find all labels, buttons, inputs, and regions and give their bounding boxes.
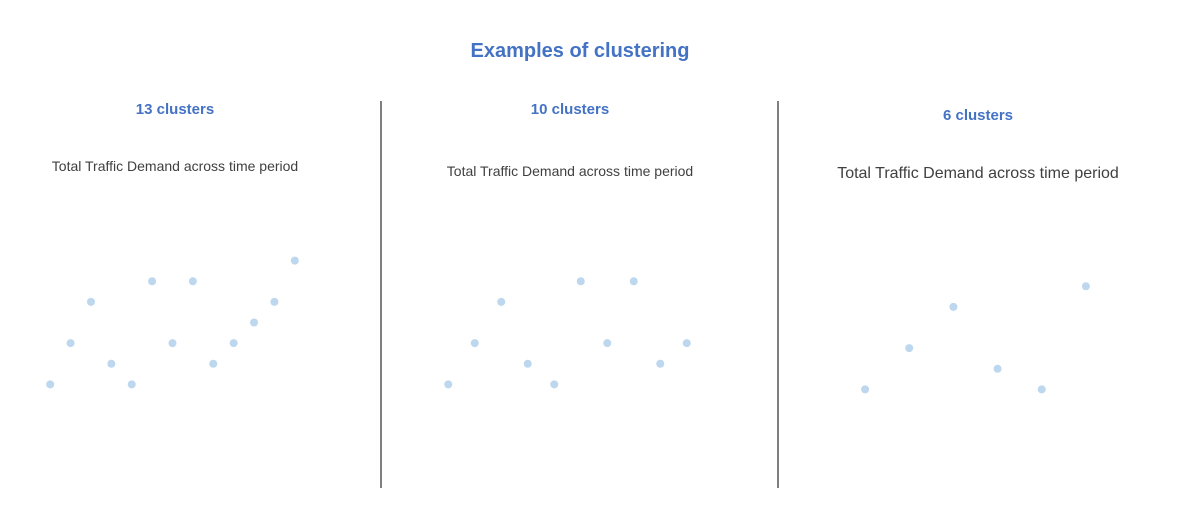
- scatter-point: [861, 385, 870, 394]
- scatter-plot: [444, 277, 691, 389]
- chart-title: 6 clusters: [942, 107, 1014, 124]
- chart-panel-6-clusters: 6 clusters Total Traffic Demand across t…: [823, 100, 1133, 480]
- scatter-point: [656, 359, 665, 368]
- chart-panel-10-clusters: 10 clusters Total Traffic Demand across …: [415, 95, 725, 475]
- scatter-point: [993, 364, 1002, 373]
- chart-subtitle: Total Traffic Demand across time period: [446, 163, 694, 179]
- scatter-point: [1037, 385, 1046, 394]
- chart-subtitle: Total Traffic Demand across time period: [837, 165, 1119, 182]
- scatter-point: [682, 339, 691, 348]
- scatter-point: [270, 297, 279, 306]
- scatter-point: [603, 339, 612, 348]
- panel-divider: [380, 101, 382, 488]
- scatter-point: [168, 339, 177, 348]
- scatter-point: [107, 359, 116, 368]
- scatter-point: [188, 277, 197, 286]
- scatter-point: [229, 339, 238, 348]
- scatter-point: [209, 359, 218, 368]
- scatter-point: [250, 318, 259, 327]
- page-title: Examples of clustering: [470, 40, 690, 62]
- scatter-point: [127, 380, 136, 389]
- panel-divider: [777, 101, 779, 488]
- scatter-point: [497, 297, 506, 306]
- chart-title: 13 clusters: [135, 101, 215, 118]
- scatter-point: [629, 277, 638, 286]
- scatter-point: [550, 380, 559, 389]
- chart-title: 10 clusters: [530, 101, 610, 118]
- scatter-point: [576, 277, 585, 286]
- scatter-plot: [861, 282, 1090, 394]
- scatter-point: [290, 256, 299, 265]
- scatter-point: [46, 380, 55, 389]
- scatter-point: [949, 302, 958, 311]
- scatter-point: [523, 359, 532, 368]
- scatter-point: [148, 277, 157, 286]
- scatter-point: [444, 380, 453, 389]
- scatter-point: [66, 339, 75, 348]
- scatter-plot: [46, 256, 299, 389]
- scatter-point: [1081, 282, 1090, 291]
- scatter-point: [86, 297, 95, 306]
- chart-panel-13-clusters: 13 clusters Total Traffic Demand across …: [20, 95, 330, 475]
- scatter-point: [905, 344, 914, 353]
- scatter-point: [470, 339, 479, 348]
- chart-subtitle: Total Traffic Demand across time period: [51, 158, 299, 174]
